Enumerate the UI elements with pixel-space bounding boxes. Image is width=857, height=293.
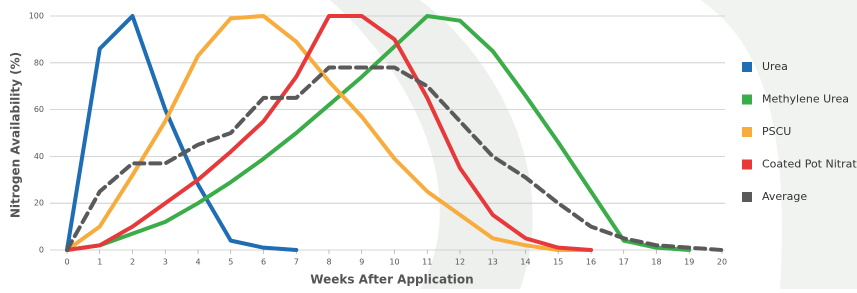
legend-swatch — [742, 95, 752, 105]
y-tick-label: 40 — [34, 152, 44, 161]
x-tick-label: 2 — [130, 258, 135, 267]
y-tick-label: 60 — [34, 105, 44, 114]
x-tick-label: 1 — [97, 258, 102, 267]
legend-label: Average — [762, 190, 807, 203]
x-tick-label: 16 — [586, 258, 596, 267]
x-tick-label: 18 — [651, 258, 661, 267]
y-tick-label: 80 — [34, 58, 44, 67]
x-tick-label: 15 — [553, 258, 563, 267]
x-tick-label: 17 — [619, 258, 629, 267]
legend-label: Coated Pot Nitrate — [762, 158, 857, 171]
background-leaf — [700, 0, 857, 289]
legend-swatch — [742, 62, 752, 72]
x-axis-title: Weeks After Application — [310, 273, 473, 287]
legend-label: Methylene Urea — [762, 93, 849, 106]
y-tick-label: 20 — [34, 199, 44, 208]
x-tick-label: 8 — [326, 258, 331, 267]
x-tick-label: 6 — [261, 258, 266, 267]
x-tick-label: 4 — [195, 258, 200, 267]
legend-swatch — [742, 127, 752, 137]
x-tick-label: 10 — [389, 258, 399, 267]
background-leaf — [330, 0, 533, 289]
x-tick-label: 20 — [717, 258, 727, 267]
y-tick-label: 0 — [39, 246, 44, 255]
legend-swatch — [742, 160, 752, 170]
x-tick-label: 9 — [359, 258, 364, 267]
y-tick-label: 100 — [29, 12, 44, 21]
x-tick-label: 7 — [294, 258, 299, 267]
legend-swatch — [742, 192, 752, 202]
x-tick-label: 14 — [520, 258, 530, 267]
x-tick-label: 0 — [64, 258, 69, 267]
x-tick-label: 12 — [455, 258, 465, 267]
x-tick-label: 3 — [163, 258, 168, 267]
x-tick-label: 11 — [422, 258, 432, 267]
legend-label: Urea — [762, 60, 788, 73]
x-tick-label: 19 — [684, 258, 694, 267]
x-tick-label: 5 — [228, 258, 233, 267]
y-axis-title: Nitrogen Availability (%) — [9, 52, 23, 218]
x-tick-label: 13 — [488, 258, 498, 267]
chart: Weeks After Application Nitrogen Availab… — [0, 0, 857, 289]
legend-label: PSCU — [762, 125, 791, 138]
series-line — [67, 16, 296, 250]
